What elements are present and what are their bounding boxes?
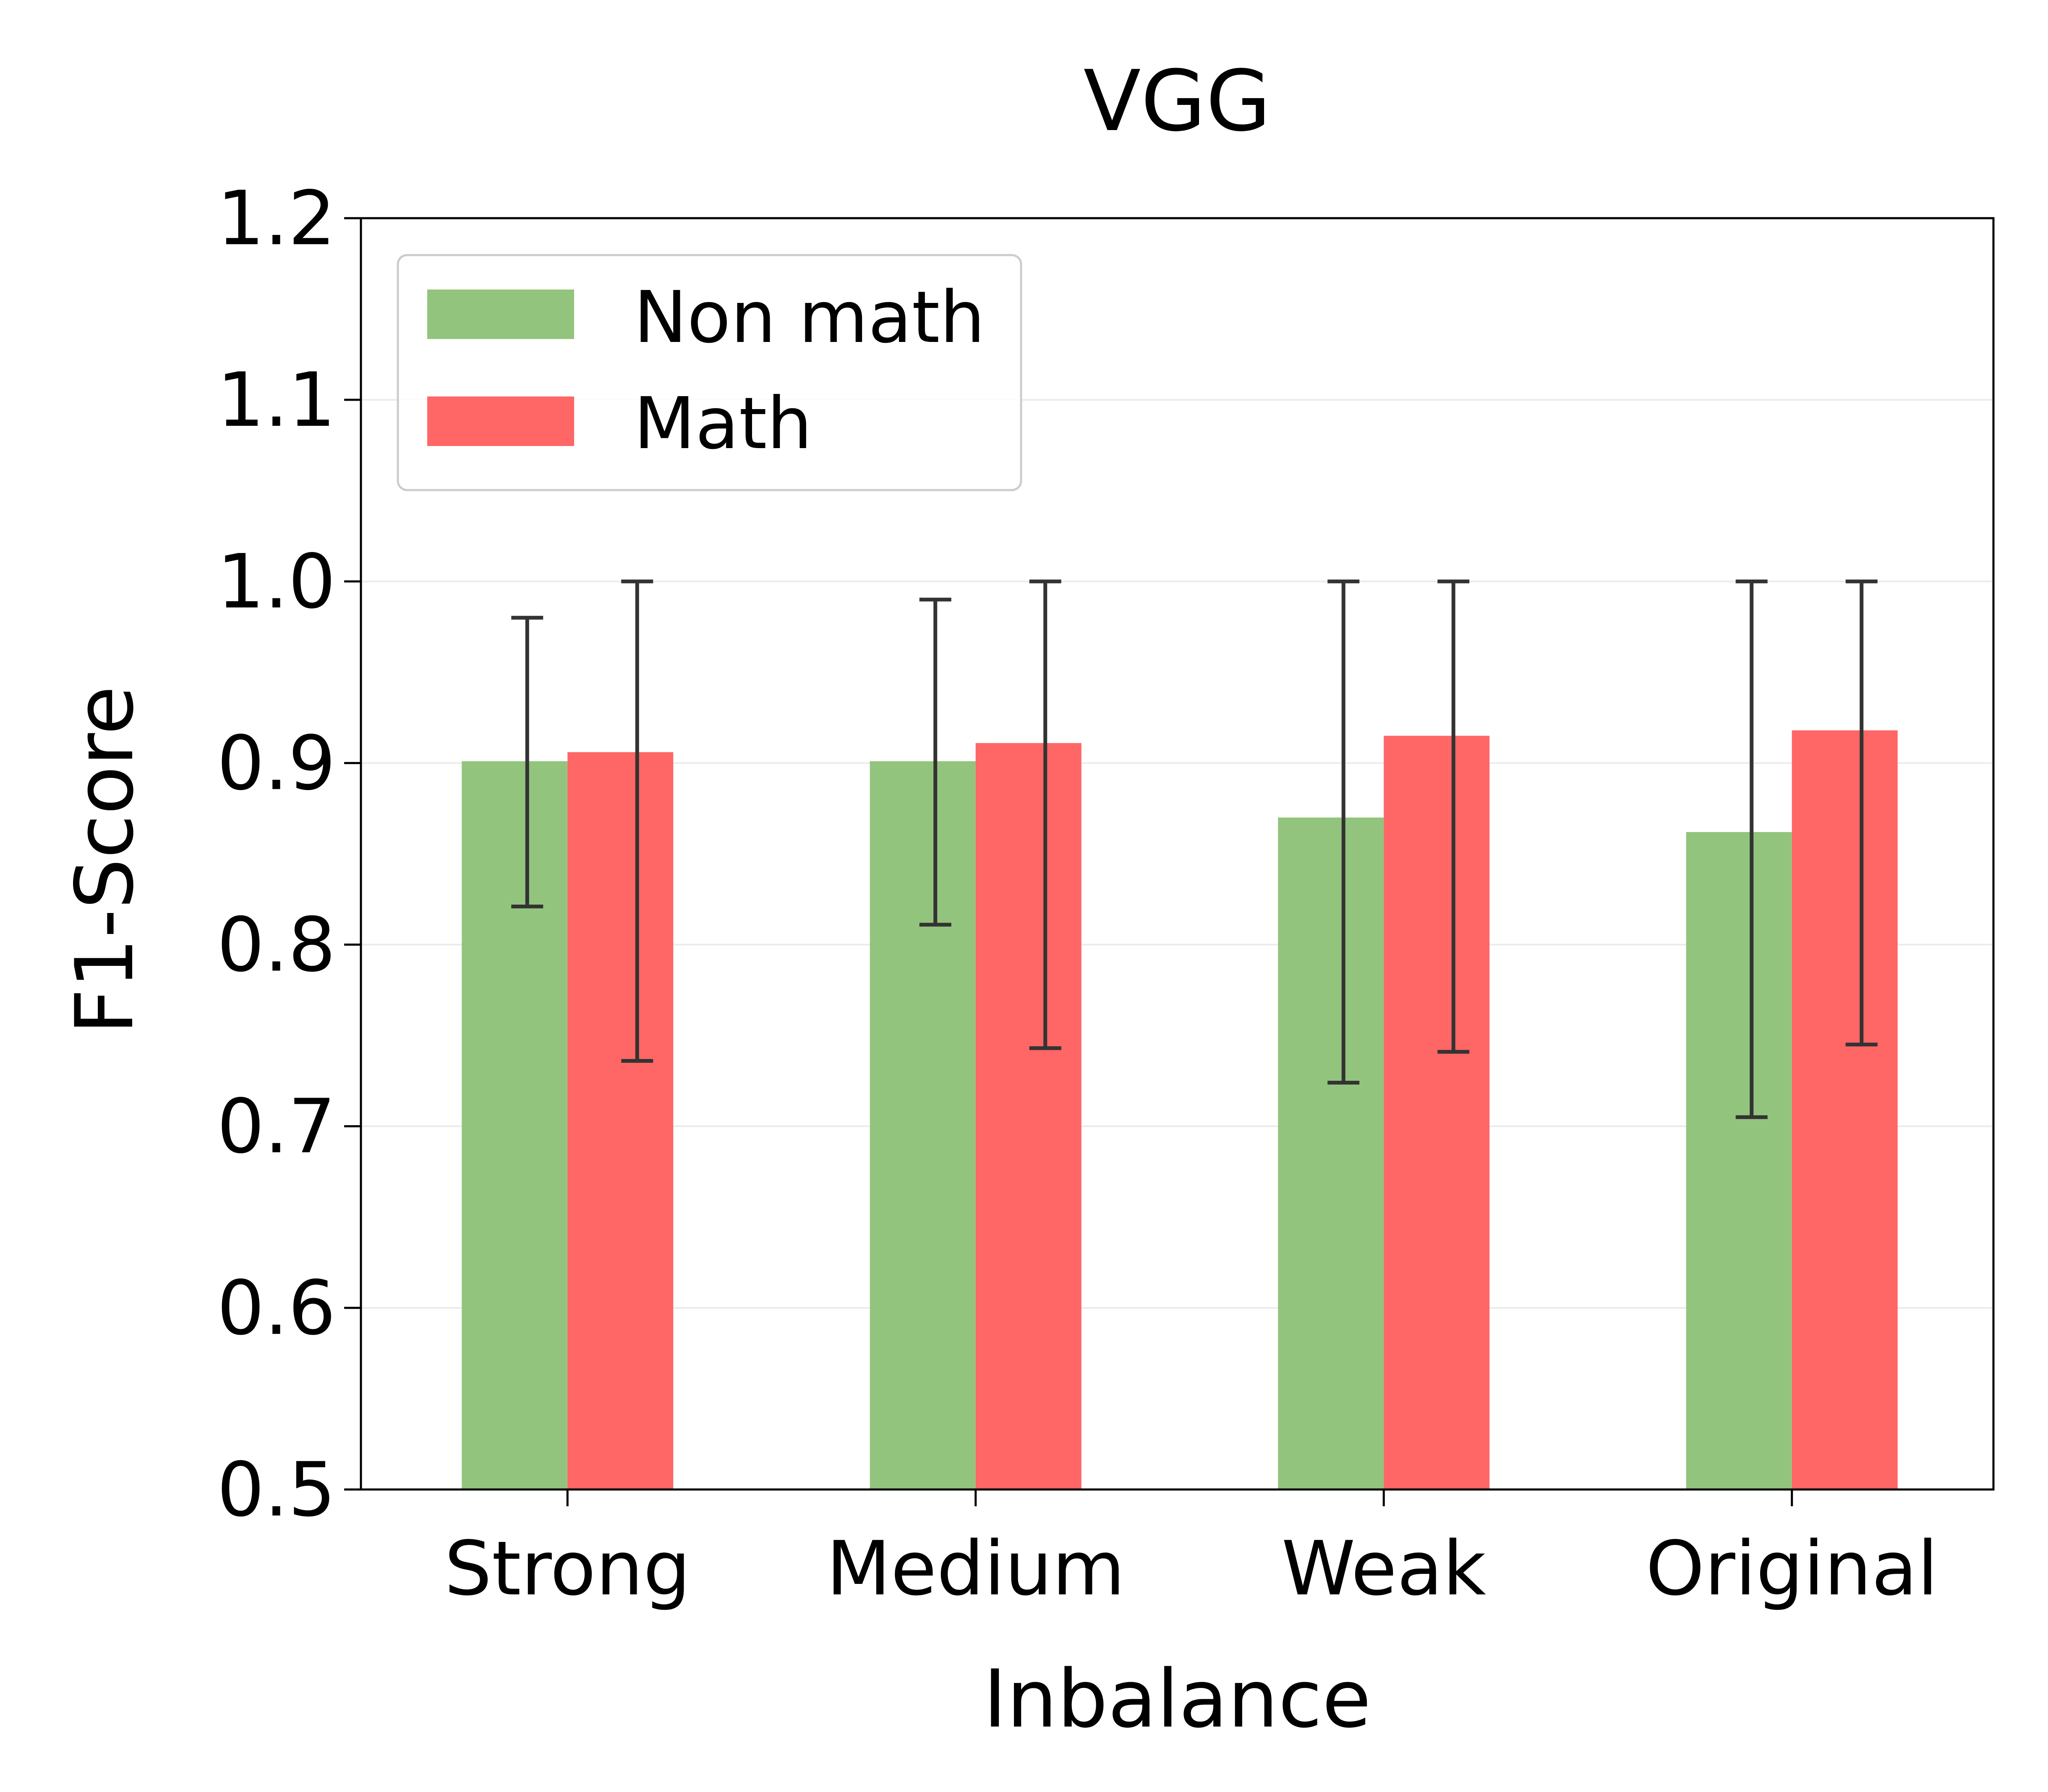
- y-tick-label: 0.6: [217, 1265, 336, 1351]
- x-axis-label: Inbalance: [983, 1653, 1371, 1745]
- chart-title: VGG: [1084, 52, 1271, 150]
- error-bar: [1735, 579, 1768, 1119]
- error-bar: [1437, 579, 1470, 1054]
- legend-label-non-math: Non math: [634, 276, 985, 359]
- bar-math: [975, 743, 1081, 1489]
- bar-math: [1792, 730, 1898, 1489]
- error-bar: [1029, 579, 1061, 1050]
- bar-non-math: [1686, 832, 1792, 1489]
- error-bar: [1327, 579, 1360, 1085]
- x-tick-label: Original: [1646, 1525, 1938, 1612]
- x-axis-ticks: Strong Medium Weak Original: [444, 1489, 1938, 1612]
- bar-math: [1384, 736, 1490, 1489]
- y-axis-ticks: 0.5 0.6 0.7 0.8 0.9 1.0 1.1 1.2: [217, 175, 361, 1533]
- bar-math: [567, 752, 674, 1489]
- y-tick-label: 0.5: [217, 1446, 336, 1533]
- y-tick-label: 0.7: [217, 1083, 336, 1170]
- legend-swatch-non-math: [427, 290, 574, 339]
- bar-non-math: [1278, 817, 1384, 1489]
- legend-label-math: Math: [634, 382, 812, 465]
- error-bar: [511, 616, 543, 909]
- y-tick-label: 0.8: [217, 901, 336, 988]
- bars: [462, 730, 1898, 1489]
- y-tick-label: 1.1: [217, 357, 336, 443]
- error-bars: [511, 579, 1878, 1119]
- y-tick-label: 1.2: [217, 175, 336, 262]
- y-tick-label: 0.9: [217, 720, 336, 807]
- x-tick-label: Medium: [826, 1525, 1125, 1612]
- error-bar: [1845, 579, 1878, 1046]
- plot-frame: [360, 217, 1995, 1491]
- legend-swatch-math: [427, 396, 574, 446]
- error-bar: [919, 597, 951, 927]
- x-tick-label: Strong: [444, 1525, 691, 1612]
- bar-non-math: [462, 761, 568, 1489]
- y-tick-label: 1.0: [217, 538, 336, 625]
- error-bar: [621, 579, 653, 1063]
- bar-non-math: [870, 761, 976, 1489]
- legend: Non math Math: [397, 254, 1022, 491]
- y-axis-label: F1-Score: [58, 686, 151, 1035]
- x-tick-label: Weak: [1282, 1525, 1486, 1612]
